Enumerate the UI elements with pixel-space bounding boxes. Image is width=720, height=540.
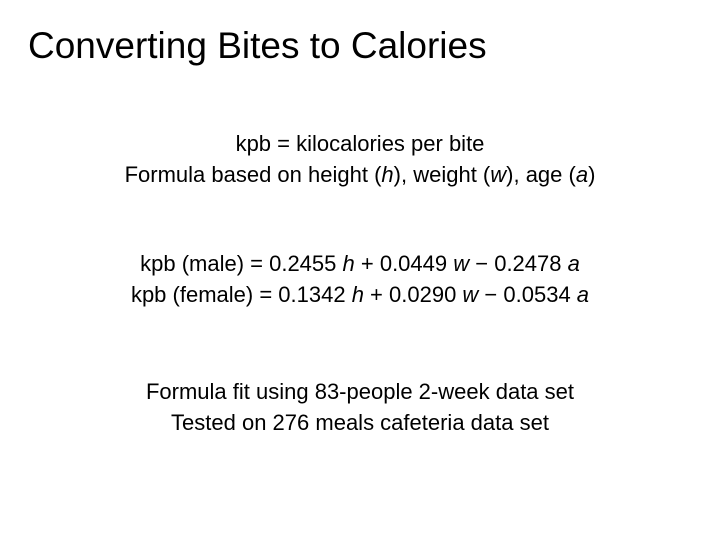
male-var-a: a [567,251,580,276]
var-weight: w [490,162,507,187]
male-var-w: w [453,251,470,276]
male-var-h: h [342,251,355,276]
female-var-w: w [462,282,479,307]
male-formula: kpb (male) = 0.2455 h + 0.0449 w − 0.247… [0,248,720,279]
definition-block: kpb = kilocalories per bite Formula base… [0,128,720,190]
basis-prefix: Formula based on height ( [124,162,382,187]
basis-suffix: ) [588,162,596,187]
female-formula: kpb (female) = 0.1342 h + 0.0290 w − 0.0… [0,279,720,310]
female-var-h: h [351,282,364,307]
test-note: Tested on 276 meals cafeteria data set [171,410,549,435]
formula-basis-line: Formula based on height (h), weight (w),… [0,159,720,190]
male-part-2: + 0.0449 [354,251,454,276]
var-age: a [575,162,589,187]
slide-title: Converting Bites to Calories [28,25,487,66]
female-part-3: − 0.0534 [478,282,577,307]
male-lhs: kpb (male) = 0.2455 [140,251,343,276]
male-part-3: − 0.2478 [469,251,568,276]
basis-mid-2: ), age ( [506,162,576,187]
female-var-a: a [576,282,590,307]
formulas-block: kpb (male) = 0.2455 h + 0.0449 w − 0.247… [0,248,720,310]
basis-mid-1: ), weight ( [393,162,491,187]
kpb-definition: kpb = kilocalories per bite [235,131,485,156]
female-lhs: kpb (female) = 0.1342 [130,282,352,307]
notes-block: Formula fit using 83-people 2-week data … [0,376,720,438]
var-height: h [381,162,394,187]
female-part-2: + 0.0290 [363,282,463,307]
fit-note: Formula fit using 83-people 2-week data … [145,379,574,404]
